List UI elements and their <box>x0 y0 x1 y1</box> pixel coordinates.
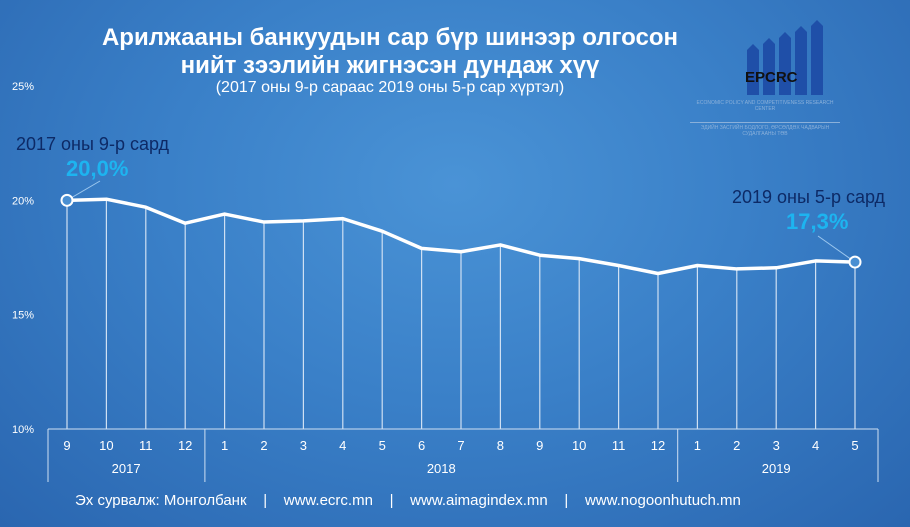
x-tick-label: 9 <box>63 438 70 453</box>
annotation-leader <box>817 235 856 263</box>
x-tick-label: 8 <box>497 438 504 453</box>
x-tick-label: 4 <box>339 438 346 453</box>
year-label: 2017 <box>112 461 141 476</box>
x-tick-label: 12 <box>651 438 665 453</box>
y-tick-label: 20% <box>12 195 34 207</box>
x-tick-label: 12 <box>178 438 192 453</box>
x-tick-label: 3 <box>773 438 780 453</box>
year-label: 2018 <box>427 461 456 476</box>
year-label: 2019 <box>762 461 791 476</box>
annotation-start-label: 2017 оны 9-р сард <box>16 134 170 154</box>
epcrc-logo: EPCRC <box>745 20 823 95</box>
highlight-point <box>60 193 74 207</box>
x-tick-label: 2 <box>733 438 740 453</box>
x-tick-label: 11 <box>139 438 153 453</box>
y-tick-label: 25% <box>12 81 34 93</box>
x-tick-label: 3 <box>300 438 307 453</box>
y-tick-label: 10% <box>12 424 34 436</box>
chart-title: Арилжааны банкуудын сар бүр шинээр олгос… <box>101 24 679 51</box>
source-footer: Эх сурвалж: Монголбанк | www.ecrc.mn | w… <box>75 492 741 509</box>
series-line <box>66 197 856 276</box>
logo-caption-en: ECONOMIC POLICY AND COMPETITIVENESS RESE… <box>696 100 834 112</box>
chart-subtitle: (2017 оны 9-р сараас 2019 оны 5-р сар хү… <box>215 79 565 96</box>
highlight-point <box>848 255 862 269</box>
x-tick-label: 2 <box>260 438 267 453</box>
x-tick-label: 10 <box>99 438 113 453</box>
annotation-end-label: 2019 оны 5-р сард <box>732 187 886 207</box>
x-tick-label: 7 <box>457 438 464 453</box>
y-tick-label: 15% <box>12 310 34 322</box>
svg-text:EPCRC: EPCRC <box>745 69 798 86</box>
x-tick-label: 11 <box>612 438 626 453</box>
annotation-start-value: 20,0% <box>66 156 129 181</box>
annotation-end-value: 17,3% <box>786 209 849 234</box>
logo-caption-mn: ЭДИЙН ЗАСГИЙН БОДЛОГО, ӨРСӨЛДӨХ ЧАДВАРЫН… <box>690 122 840 137</box>
chart-title-line2: нийт зээлийн жигнэсэн дундаж хүү <box>180 52 600 79</box>
x-tick-label: 6 <box>418 438 425 453</box>
x-tick-label: 5 <box>851 438 858 453</box>
x-tick-label: 1 <box>221 438 228 453</box>
x-tick-label: 1 <box>694 438 701 453</box>
x-tick-label: 4 <box>812 438 819 453</box>
x-tick-label: 10 <box>572 438 586 453</box>
x-tick-label: 5 <box>379 438 386 453</box>
x-tick-label: 9 <box>536 438 543 453</box>
